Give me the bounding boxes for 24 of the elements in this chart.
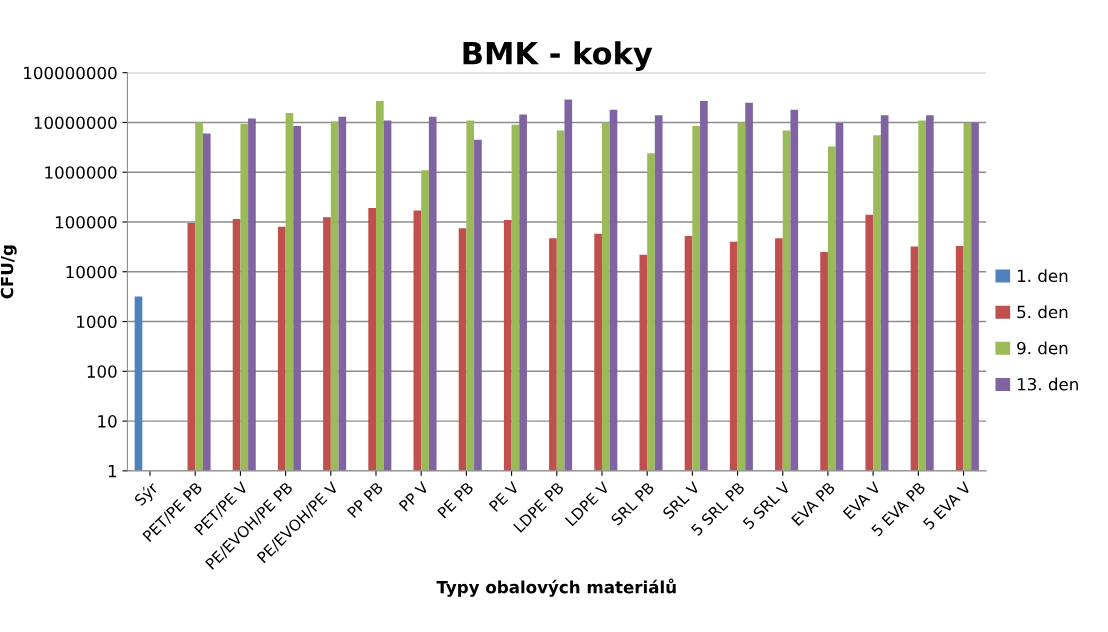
legend-label: 5. den — [1017, 305, 1068, 319]
x-tick-label: PE PB — [437, 481, 474, 519]
y-tick-label: 1000 — [77, 315, 117, 329]
x-tick-label: PE V — [488, 480, 520, 512]
y-tick-label: 100000 — [55, 215, 117, 229]
y-tick-label: 1 — [108, 465, 117, 478]
x-tick-label: SRL PB — [610, 481, 655, 526]
y-axis-title: CFU/g — [0, 245, 17, 299]
y-tick-label: 100 — [87, 365, 117, 378]
x-tick-label: SRL V — [662, 480, 701, 520]
x-tick-label: PP PB — [347, 481, 384, 519]
legend-label: 13. den — [1017, 377, 1078, 391]
y-tick-label: 10000000 — [34, 116, 117, 130]
y-tick-label: 10000 — [66, 265, 117, 279]
x-axis-title: Typy obalových materiálů — [436, 578, 676, 597]
x-tick-label: EVA PB — [791, 481, 836, 526]
y-tick-label: 1000000 — [45, 166, 117, 179]
legend-label: 1. den — [1017, 269, 1068, 283]
x-tick-label: PP V — [398, 480, 430, 512]
chart-title: BMK - koky — [463, 41, 653, 71]
x-tick-label: EVA V — [842, 480, 882, 520]
y-tick-label: 10 — [98, 415, 117, 428]
legend-label: 9. den — [1017, 341, 1068, 355]
y-tick-label: 100000000 — [24, 66, 117, 80]
